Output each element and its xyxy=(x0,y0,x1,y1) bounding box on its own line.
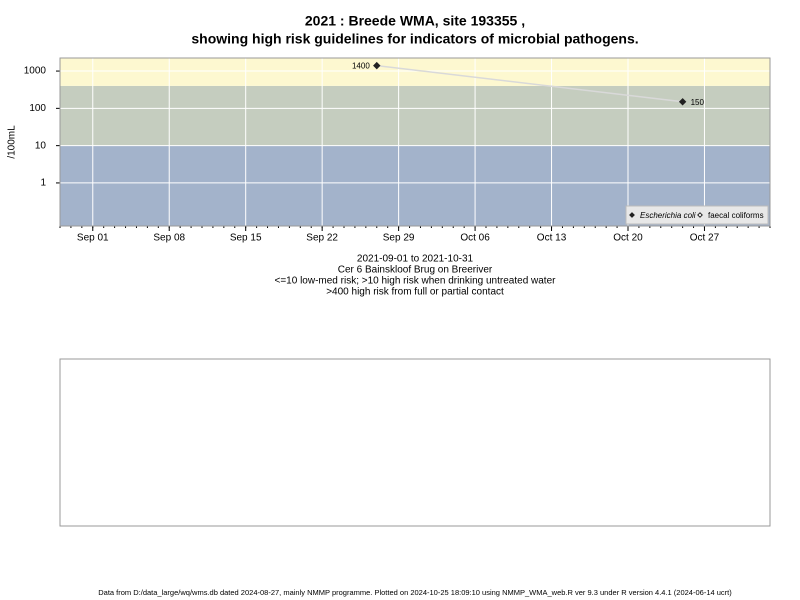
chart-title: 2021 : Breede WMA, site 193355 , xyxy=(305,13,525,29)
y-tick-label: 10 xyxy=(35,140,47,151)
y-axis-label: /100mL xyxy=(7,125,18,159)
legend-box xyxy=(625,205,769,225)
x-tick-label: Oct 27 xyxy=(690,233,720,244)
risk-band xyxy=(60,85,770,146)
legend-marker xyxy=(629,212,635,218)
y-tick-label: 1 xyxy=(40,178,46,189)
series-line xyxy=(376,64,683,103)
x-tick-label: Oct 06 xyxy=(460,233,490,244)
x-tick-label: Sep 29 xyxy=(383,233,415,244)
x-tick-label: Sep 08 xyxy=(153,233,185,244)
plot-frame xyxy=(59,57,771,227)
x-tick-label: Sep 01 xyxy=(77,233,109,244)
data-point xyxy=(373,61,381,70)
data-label: 1400 xyxy=(352,62,370,71)
x-tick-label: Oct 13 xyxy=(537,233,567,244)
y-tick-label: 100 xyxy=(29,103,46,114)
x-tick-label: Sep 15 xyxy=(230,233,262,244)
empty-panel xyxy=(59,358,771,527)
footer: Data from D:/data_large/wq/wms.db dated … xyxy=(98,588,732,597)
legend-label: Escherichia coli xyxy=(640,211,696,220)
x-tick-label: Sep 22 xyxy=(306,233,338,244)
caption: >400 high risk from full or partial cont… xyxy=(326,287,504,298)
data-point xyxy=(678,98,687,106)
legend-label: faecal coliforms xyxy=(708,211,764,220)
legend-marker xyxy=(697,212,703,218)
caption: Cer 6 Bainskloof Brug on Breeriver xyxy=(338,265,493,276)
chart-subtitle: showing high risk guidelines for indicat… xyxy=(191,31,638,47)
x-tick-label: Oct 20 xyxy=(613,233,643,244)
caption: 2021-09-01 to 2021-10-31 xyxy=(357,254,474,265)
risk-band xyxy=(60,58,770,86)
caption: <=10 low-med risk; >10 high risk when dr… xyxy=(275,276,557,287)
data-label: 150 xyxy=(691,98,705,107)
y-tick-label: 1000 xyxy=(24,66,47,77)
